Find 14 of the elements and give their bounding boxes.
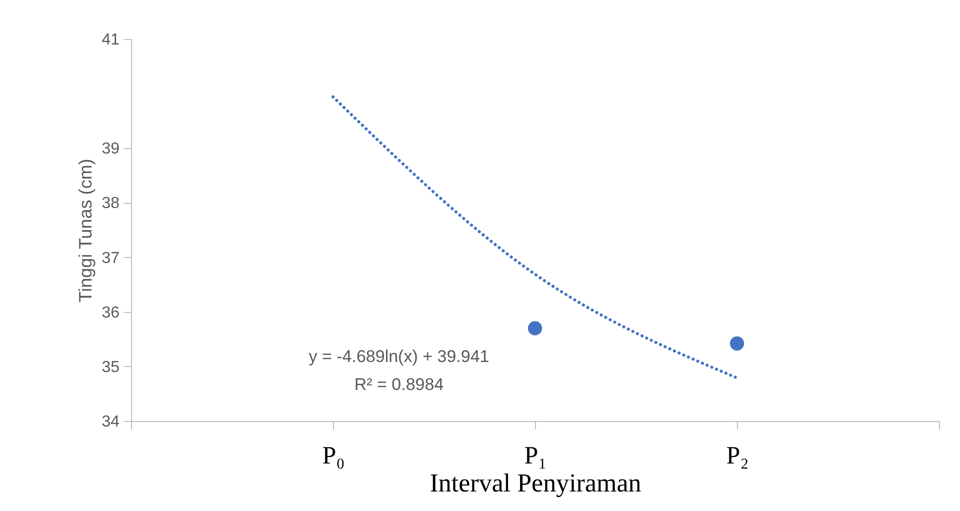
x-tick-label: P₁ [524, 442, 547, 470]
x-tick-label: P₀ [322, 442, 345, 470]
y-tick-label: 39 [102, 140, 120, 158]
y-tick-label: 34 [102, 414, 120, 430]
y-axis-title: Tinggi Tunas (cm) [76, 158, 96, 302]
x-tick-label: P₂ [726, 442, 749, 470]
y-tick-label: 36 [102, 304, 120, 322]
y-tick-label: 37 [102, 250, 120, 267]
annotation: R² = 0.8984 [354, 375, 444, 394]
annotation: y = -4.689ln(x) + 39.941 [308, 347, 490, 366]
x-axis-title: Interval Penyiraman [430, 468, 642, 498]
y-tick-label: 38 [102, 195, 120, 212]
y-tick-label: 41 [102, 32, 120, 48]
y-tick-label: 35 [102, 358, 120, 376]
